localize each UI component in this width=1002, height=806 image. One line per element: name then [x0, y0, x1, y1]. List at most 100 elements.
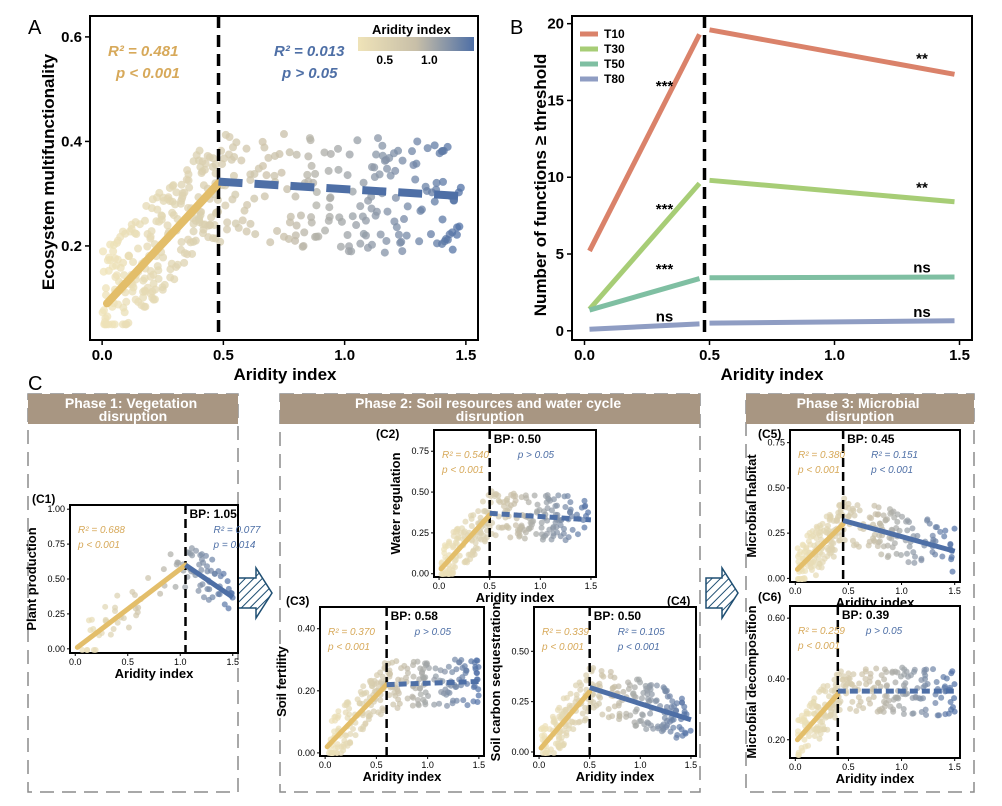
y-tick-label: 0.2: [61, 238, 82, 255]
series-line-t10-high: [709, 27, 955, 77]
scatter-point: [453, 666, 460, 673]
y-tick-label: 0.00: [411, 569, 429, 579]
scatter-point: [884, 516, 891, 523]
panel-b-frame: [571, 15, 973, 341]
x-tick-label: 0.5: [842, 586, 855, 596]
panel-a-xlabel: Aridity index: [234, 365, 338, 384]
scatter-point: [553, 502, 560, 509]
scatter-point: [182, 175, 191, 184]
scatter-point: [264, 153, 273, 162]
scatter-point: [404, 695, 411, 702]
y-tick-label: 15: [547, 92, 564, 109]
scatter-point: [807, 541, 814, 548]
scatter-point: [204, 563, 211, 570]
scatter-point: [291, 231, 300, 240]
scatter-point: [240, 206, 249, 215]
fit-line-high: [588, 685, 692, 723]
scatter-point: [878, 672, 885, 679]
scatter-point: [609, 713, 616, 720]
scatter-point: [201, 159, 210, 168]
subchart-ylabel: Plant production: [24, 527, 39, 630]
scatter-point: [799, 568, 806, 575]
stat-low: p < 0.001: [77, 540, 120, 551]
stat-low: p < 0.001: [327, 642, 370, 653]
scatter-point: [918, 557, 925, 564]
scatter-point: [472, 664, 479, 671]
scatter-point: [180, 258, 189, 267]
scatter-point: [198, 556, 205, 563]
scatter-point: [167, 551, 174, 558]
scatter-point: [410, 658, 417, 665]
scatter-point: [120, 615, 127, 622]
scatter-point: [450, 542, 457, 549]
series-line-t10-low: [587, 33, 702, 253]
scatter-point: [633, 722, 640, 729]
scatter-point: [795, 751, 802, 758]
y-tick-label: 0.50: [47, 574, 65, 584]
scatter-point: [464, 559, 471, 566]
scatter-point: [206, 221, 215, 230]
scatter-point: [176, 199, 185, 208]
scatter-point: [421, 675, 428, 682]
scatter-point: [246, 176, 255, 185]
phase-1-header: [28, 394, 238, 424]
panel-a-scatter: R² = 0.481 p < 0.001 R² = 0.013 p > 0.05…: [39, 15, 479, 384]
breakpoint-label: BP: 0.50: [494, 432, 542, 446]
scatter-point: [455, 222, 464, 231]
scatter-point: [849, 698, 856, 705]
scatter-point: [847, 705, 854, 712]
scatter-point: [909, 525, 916, 532]
scatter-point: [430, 141, 439, 150]
scatter-point: [853, 708, 860, 715]
scatter-point: [345, 700, 352, 707]
scatter-point: [367, 204, 376, 213]
fit-line-high: [842, 518, 956, 554]
subchart-label: (C3): [286, 594, 309, 608]
scatter-point: [284, 234, 293, 243]
scatter-point: [460, 697, 467, 704]
scatter-point: [413, 137, 422, 146]
x-tick-label: 0.0: [789, 762, 802, 772]
scatter-point: [286, 212, 295, 221]
scatter-point: [644, 719, 651, 726]
scatter-point: [830, 553, 837, 560]
scatter-point: [883, 700, 890, 707]
scatter-point: [599, 711, 606, 718]
scatter-point: [449, 669, 456, 676]
scatter-point: [543, 530, 550, 537]
scatter-point: [880, 708, 887, 715]
x-tick-label: 1.0: [174, 657, 187, 667]
stat-high: p = 0.014: [213, 540, 256, 551]
scatter-point: [187, 550, 194, 557]
scatter-point: [521, 535, 528, 542]
scatter-point: [202, 552, 209, 559]
scatter-point: [885, 552, 892, 559]
scatter-point: [373, 134, 382, 143]
x-tick-label: 0.0: [533, 760, 546, 770]
x-tick-label: 0.0: [69, 657, 82, 667]
scatter-point: [376, 230, 385, 239]
arrow-phase2-to-phase3: [705, 565, 739, 621]
stat-high: p < 0.001: [870, 465, 913, 476]
scatter-point: [884, 542, 891, 549]
scatter-point: [464, 702, 471, 709]
scatter-point: [598, 668, 605, 675]
scatter-point: [223, 218, 232, 227]
scatter-point: [555, 744, 562, 751]
x-tick-label: 1.0: [824, 347, 845, 364]
scatter-point: [135, 604, 142, 611]
scatter-point: [120, 308, 129, 317]
scatter-point: [796, 551, 803, 558]
scatter-point: [346, 739, 353, 746]
scatter-point: [548, 536, 555, 543]
scatter-point: [658, 728, 665, 735]
scatter-point: [353, 136, 362, 145]
scatter-point: [223, 225, 232, 234]
x-tick-label: 0.0: [319, 760, 332, 770]
breakpoint-label: BP: 1.05: [190, 507, 238, 521]
scatter-point: [947, 699, 954, 706]
scatter-point: [840, 676, 847, 683]
scatter-point: [340, 741, 347, 748]
y-tick-label: 0.00: [767, 573, 785, 583]
phase-2-title-line1: Phase 2: Soil resources and water cycle: [355, 395, 621, 411]
